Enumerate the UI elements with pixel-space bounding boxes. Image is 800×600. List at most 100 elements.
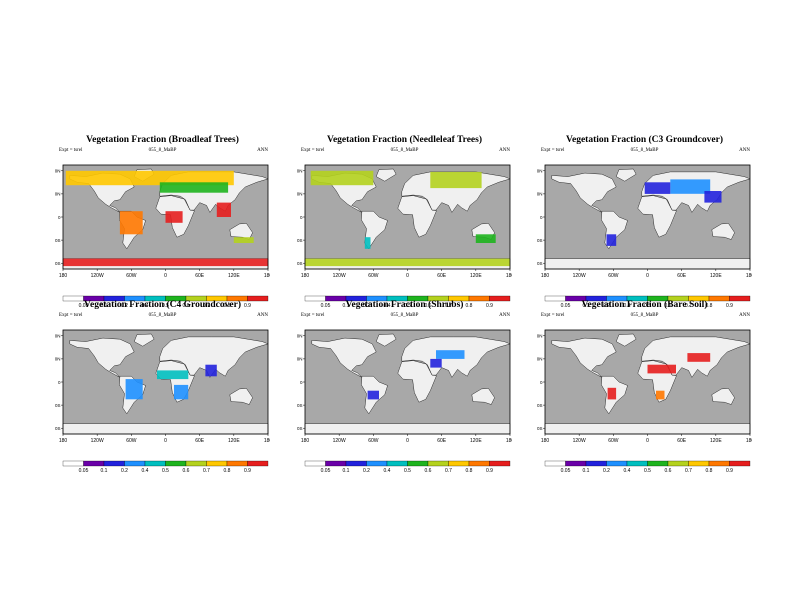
lon-tick-label: 120W bbox=[91, 273, 104, 279]
lon-tick-label: 60E bbox=[437, 438, 447, 444]
lon-tick-label: 60W bbox=[368, 438, 379, 444]
colorbar-label: 0.6 bbox=[183, 303, 190, 309]
lat-tick-label: 40N bbox=[55, 357, 61, 362]
lat-tick-label: 40S bbox=[297, 238, 303, 243]
lat-tick-label: 0 bbox=[58, 215, 61, 220]
lat-tick-label: 80N bbox=[537, 169, 543, 174]
colorbar-swatch bbox=[427, 460, 449, 467]
colorbar-swatch bbox=[626, 460, 648, 467]
colorbar-label: 0.4 bbox=[142, 468, 149, 474]
region-southern-africa bbox=[174, 384, 189, 400]
colorbar: 0.05 0.1 0.2 0.4 0.5 0.6 0.7 0.8 0.9 bbox=[304, 295, 511, 309]
region-central-asia bbox=[436, 350, 465, 359]
colorbar-swatch bbox=[544, 460, 566, 467]
expt-label: Expt = tsrel bbox=[301, 313, 325, 318]
colorbar-label: 0.1 bbox=[343, 468, 350, 474]
land-mass bbox=[551, 337, 617, 378]
expt-label: Expt = tsrel bbox=[541, 313, 565, 318]
colorbar-label: 0.1 bbox=[343, 303, 350, 309]
lon-tick-label: 0 bbox=[646, 438, 649, 444]
colorbar-swatch bbox=[606, 460, 628, 467]
colorbar-label: 0.7 bbox=[685, 303, 692, 309]
colorbar-label: 0.2 bbox=[603, 468, 610, 474]
colorbar-swatch bbox=[468, 460, 490, 467]
colorbar-label: 0.5 bbox=[644, 468, 651, 474]
land-mass bbox=[615, 168, 637, 182]
lon-tick-label: 180 bbox=[264, 438, 270, 444]
colorbar-label: 0.7 bbox=[203, 303, 210, 309]
land-mass bbox=[69, 337, 135, 378]
region-south-america bbox=[125, 379, 143, 400]
land-mass bbox=[229, 223, 253, 240]
colorbar-label: 0.8 bbox=[466, 468, 473, 474]
lon-tick-label: 180 bbox=[506, 438, 512, 444]
season-label: ANN bbox=[499, 313, 510, 318]
case-label: 055_8_MaBP bbox=[630, 313, 659, 318]
colorbar-swatch bbox=[206, 460, 228, 467]
colorbar-label: 0.05 bbox=[321, 468, 331, 474]
lon-tick-label: 120W bbox=[91, 438, 104, 444]
lat-tick-label: 0 bbox=[540, 215, 543, 220]
map-plot: 180 120W 60W 0 60E 120E 180 80N 40N 0 40S 80S bbox=[537, 329, 752, 444]
region-europe bbox=[644, 182, 671, 194]
colorbar-swatch bbox=[62, 460, 84, 467]
colorbar-label: 0.1 bbox=[101, 303, 108, 309]
region-south-america bbox=[367, 390, 379, 400]
colorbar-label: 0.7 bbox=[203, 468, 210, 474]
region-southern-africa bbox=[656, 390, 665, 400]
colorbar-swatch bbox=[585, 460, 607, 467]
colorbar-label: 0.9 bbox=[486, 303, 493, 309]
lat-tick-label: 80N bbox=[537, 334, 543, 339]
lat-tick-label: 80N bbox=[297, 169, 303, 174]
colorbar-label: 0.5 bbox=[404, 303, 411, 309]
lat-tick-label: 80N bbox=[297, 334, 303, 339]
lon-tick-label: 120E bbox=[228, 438, 240, 444]
lon-tick-label: 60W bbox=[608, 273, 619, 279]
colorbar: 0.05 0.1 0.2 0.4 0.5 0.6 0.7 0.8 0.9 bbox=[62, 460, 269, 474]
colorbar-swatch bbox=[247, 460, 269, 467]
land-mass bbox=[375, 333, 397, 347]
region-central-asia-deserts bbox=[687, 353, 711, 362]
lon-tick-label: 180 bbox=[746, 438, 752, 444]
lon-tick-label: 0 bbox=[646, 273, 649, 279]
colorbar-label: 0.4 bbox=[142, 303, 149, 309]
season-label: ANN bbox=[739, 148, 750, 153]
land-mass bbox=[62, 423, 269, 435]
colorbar: 0.05 0.1 0.2 0.4 0.5 0.6 0.7 0.8 0.9 bbox=[544, 295, 751, 309]
colorbar-label: 0.7 bbox=[685, 468, 692, 474]
panel-shrubs: Vegetation Fraction (Shrubs) Expt = tsre… bbox=[297, 300, 512, 474]
colorbar-label: 0.5 bbox=[644, 303, 651, 309]
colorbar-label: 0.7 bbox=[445, 468, 452, 474]
lat-tick-label: 40S bbox=[537, 403, 543, 408]
case-label: 055_8_MaBP bbox=[148, 148, 177, 153]
land-mass bbox=[304, 423, 511, 435]
lon-tick-label: 60E bbox=[677, 438, 687, 444]
colorbar-label: 0.05 bbox=[321, 303, 331, 309]
lon-tick-label: 60W bbox=[368, 273, 379, 279]
season-label: ANN bbox=[739, 313, 750, 318]
lat-tick-label: 40N bbox=[297, 192, 303, 197]
lat-tick-label: 40N bbox=[537, 357, 543, 362]
region-north-america-boreal bbox=[310, 170, 374, 186]
lat-tick-label: 80S bbox=[297, 261, 303, 266]
land-mass bbox=[311, 337, 377, 378]
region-australia-east bbox=[475, 234, 496, 243]
lon-tick-label: 120W bbox=[573, 438, 586, 444]
lat-tick-label: 80S bbox=[55, 261, 61, 266]
lon-tick-label: 120E bbox=[710, 438, 722, 444]
colorbar-swatch bbox=[247, 295, 269, 302]
lat-tick-label: 40S bbox=[297, 403, 303, 408]
lon-tick-label: 180 bbox=[301, 273, 310, 279]
lon-tick-label: 60E bbox=[195, 273, 205, 279]
colorbar-swatch bbox=[489, 460, 511, 467]
map-plot: 180 120W 60W 0 60E 120E 180 80N 40N 0 40S 80S bbox=[55, 164, 270, 279]
map-plot: 180 120W 60W 0 60E 120E 180 80N 40N 0 40S 80S bbox=[537, 164, 752, 279]
colorbar-swatch bbox=[345, 460, 367, 467]
colorbar-label: 0.5 bbox=[162, 303, 169, 309]
colorbar-swatch bbox=[647, 460, 669, 467]
lat-tick-label: 0 bbox=[300, 380, 303, 385]
lon-tick-label: 60W bbox=[608, 438, 619, 444]
colorbar-swatch bbox=[729, 295, 751, 302]
expt-label: Expt = tsrel bbox=[301, 148, 325, 153]
colorbar-label: 0.2 bbox=[121, 303, 128, 309]
